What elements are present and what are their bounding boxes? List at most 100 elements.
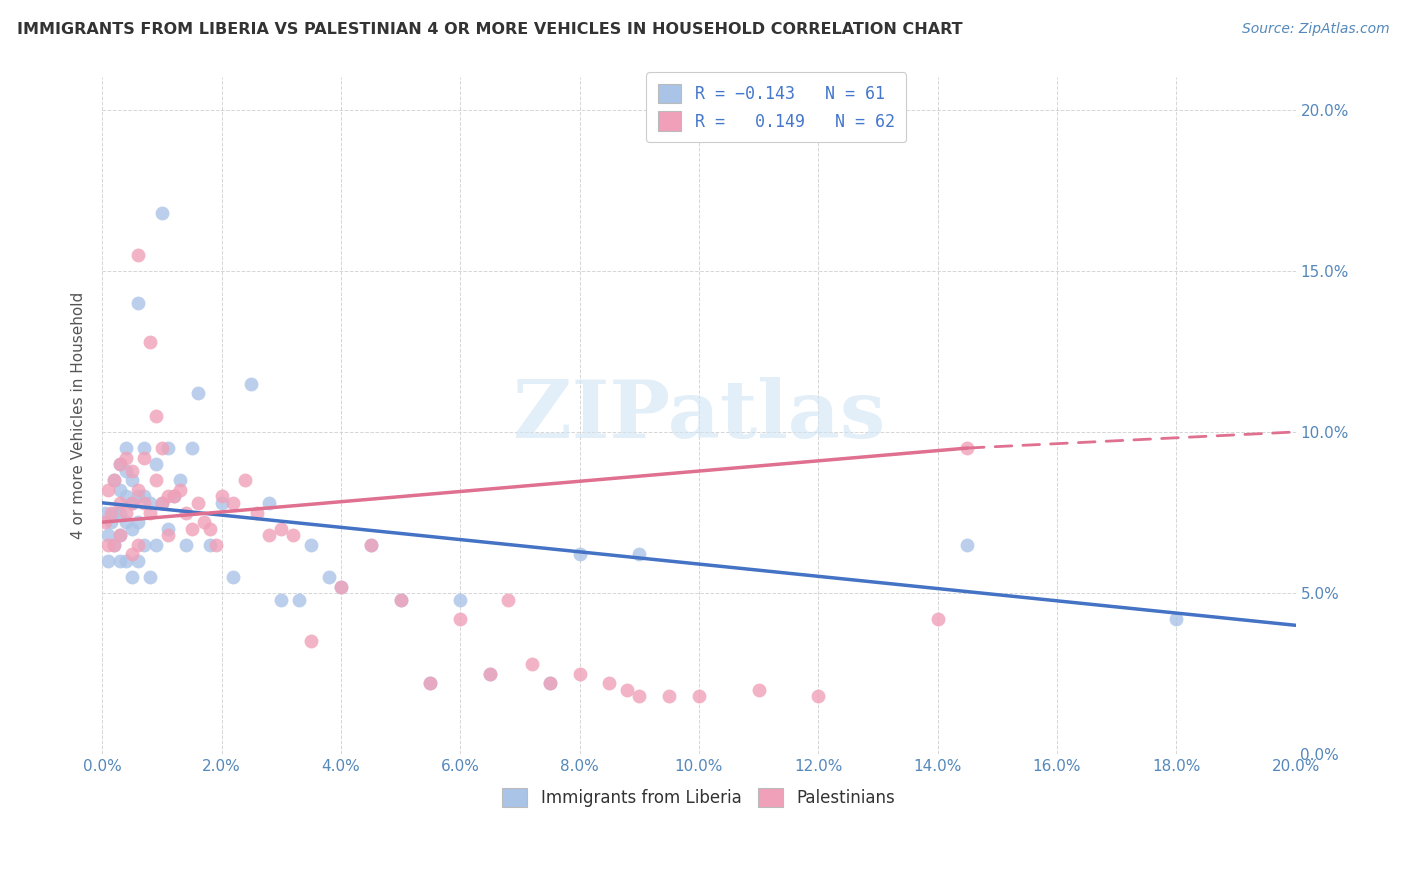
- Point: [139, 334, 162, 349]
- Point: [807, 689, 830, 703]
- Point: [121, 473, 143, 487]
- Point: [156, 489, 179, 503]
- Point: [132, 496, 155, 510]
- Point: [108, 554, 131, 568]
- Point: [145, 457, 167, 471]
- Point: [115, 515, 138, 529]
- Point: [103, 473, 125, 487]
- Point: [628, 548, 651, 562]
- Text: ZIPatlas: ZIPatlas: [513, 376, 884, 455]
- Point: [108, 457, 131, 471]
- Point: [169, 473, 191, 487]
- Point: [211, 496, 233, 510]
- Point: [121, 496, 143, 510]
- Point: [103, 538, 125, 552]
- Point: [100, 506, 122, 520]
- Point: [187, 496, 209, 510]
- Point: [419, 676, 441, 690]
- Point: [496, 592, 519, 607]
- Point: [270, 592, 292, 607]
- Point: [180, 522, 202, 536]
- Point: [658, 689, 681, 703]
- Point: [139, 570, 162, 584]
- Point: [115, 441, 138, 455]
- Legend: Immigrants from Liberia, Palestinians: Immigrants from Liberia, Palestinians: [496, 781, 903, 814]
- Point: [94, 515, 117, 529]
- Point: [318, 570, 340, 584]
- Point: [127, 515, 149, 529]
- Point: [235, 473, 257, 487]
- Point: [145, 538, 167, 552]
- Point: [568, 548, 591, 562]
- Point: [288, 592, 311, 607]
- Point: [283, 528, 305, 542]
- Point: [389, 592, 412, 607]
- Point: [329, 580, 352, 594]
- Point: [956, 441, 979, 455]
- Point: [240, 376, 263, 391]
- Point: [127, 538, 149, 552]
- Point: [115, 554, 138, 568]
- Point: [193, 515, 215, 529]
- Point: [180, 441, 202, 455]
- Point: [108, 528, 131, 542]
- Point: [103, 506, 125, 520]
- Point: [419, 676, 441, 690]
- Point: [169, 483, 191, 497]
- Point: [108, 457, 131, 471]
- Point: [150, 206, 173, 220]
- Point: [121, 548, 143, 562]
- Point: [259, 496, 281, 510]
- Point: [927, 612, 949, 626]
- Point: [259, 528, 281, 542]
- Point: [479, 666, 502, 681]
- Point: [628, 689, 651, 703]
- Point: [108, 528, 131, 542]
- Point: [299, 634, 322, 648]
- Point: [121, 496, 143, 510]
- Point: [222, 496, 245, 510]
- Point: [108, 483, 131, 497]
- Point: [389, 592, 412, 607]
- Point: [163, 489, 186, 503]
- Point: [139, 506, 162, 520]
- Point: [688, 689, 710, 703]
- Point: [538, 676, 561, 690]
- Point: [115, 506, 138, 520]
- Point: [103, 538, 125, 552]
- Point: [449, 592, 471, 607]
- Y-axis label: 4 or more Vehicles in Household: 4 or more Vehicles in Household: [72, 293, 86, 540]
- Point: [204, 538, 226, 552]
- Point: [360, 538, 382, 552]
- Point: [156, 522, 179, 536]
- Point: [150, 441, 173, 455]
- Point: [132, 538, 155, 552]
- Point: [956, 538, 979, 552]
- Point: [163, 489, 186, 503]
- Point: [127, 483, 149, 497]
- Point: [156, 528, 179, 542]
- Point: [156, 441, 179, 455]
- Point: [187, 386, 209, 401]
- Point: [121, 522, 143, 536]
- Point: [616, 682, 638, 697]
- Text: Source: ZipAtlas.com: Source: ZipAtlas.com: [1241, 22, 1389, 37]
- Point: [145, 409, 167, 423]
- Point: [127, 296, 149, 310]
- Point: [127, 248, 149, 262]
- Point: [132, 441, 155, 455]
- Point: [121, 464, 143, 478]
- Point: [538, 676, 561, 690]
- Point: [222, 570, 245, 584]
- Point: [97, 528, 120, 542]
- Point: [174, 538, 197, 552]
- Point: [449, 612, 471, 626]
- Point: [329, 580, 352, 594]
- Point: [97, 538, 120, 552]
- Point: [270, 522, 292, 536]
- Point: [150, 496, 173, 510]
- Point: [97, 554, 120, 568]
- Point: [568, 666, 591, 681]
- Point: [115, 464, 138, 478]
- Point: [198, 522, 221, 536]
